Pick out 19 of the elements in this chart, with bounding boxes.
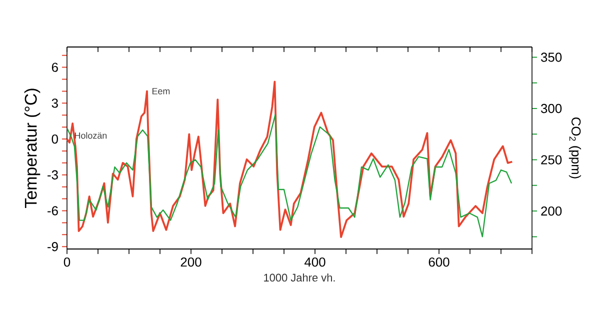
y2-axis-title: CO$_{2}$ (ppm) <box>568 117 582 178</box>
x-tick-label: 0 <box>64 257 70 267</box>
y-axis-title: Temperatur (°C) <box>24 88 40 208</box>
y-tick-label: -3 <box>48 170 58 180</box>
y2-tick-label: 300 <box>541 104 562 114</box>
y-tick-label: -9 <box>48 242 58 252</box>
y2-tick-label: 350 <box>541 52 562 62</box>
y2-tick-label: 200 <box>541 206 562 216</box>
y-tick-label: 0 <box>52 134 58 144</box>
x-tick-label: 600 <box>428 257 450 267</box>
y2-tick-label: 250 <box>541 155 562 164</box>
x-tick-label: 200 <box>180 257 202 267</box>
y-tick-label: 3 <box>52 98 58 108</box>
y-tick-label: 6 <box>52 62 58 72</box>
annotation: Holozän <box>74 132 107 139</box>
y-tick-label: -6 <box>48 206 58 216</box>
x-axis-title: 1000 Jahre vh. <box>264 274 335 282</box>
annotation: Eem <box>152 88 170 94</box>
x-tick-label: 400 <box>304 257 326 267</box>
